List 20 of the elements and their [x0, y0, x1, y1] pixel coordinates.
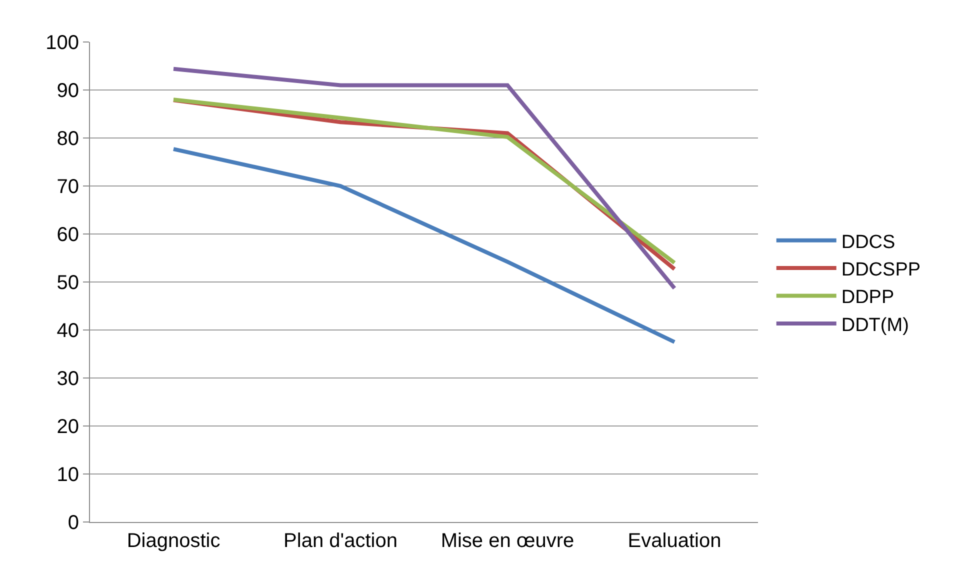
x-tick-label: Plan d'action — [284, 530, 398, 552]
y-tick-label: 0 — [68, 512, 79, 534]
y-tick-label: 100 — [46, 32, 79, 54]
y-tick-label: 60 — [56, 224, 79, 246]
y-tick-label: 10 — [56, 464, 79, 486]
y-tick-label: 90 — [56, 80, 79, 102]
y-tick-label: 80 — [56, 128, 79, 150]
y-tick-label: 20 — [56, 416, 79, 438]
legend-label: DDPP — [841, 287, 894, 308]
legend-label: DDCS — [841, 232, 896, 253]
line-series — [172, 147, 676, 344]
y-tick-label: 70 — [56, 176, 79, 198]
x-tick-label: Evaluation — [628, 530, 722, 552]
x-tick-label: Diagnostic — [126, 530, 220, 552]
y-tick-label: 40 — [56, 320, 79, 342]
legend-label: DDT(M) — [841, 314, 909, 336]
x-tick-label: Mise en œuvre — [440, 530, 574, 552]
legend-label: DDCSPP — [841, 259, 921, 280]
y-tick-label: 50 — [56, 272, 79, 294]
y-tick-label: 30 — [56, 368, 79, 390]
